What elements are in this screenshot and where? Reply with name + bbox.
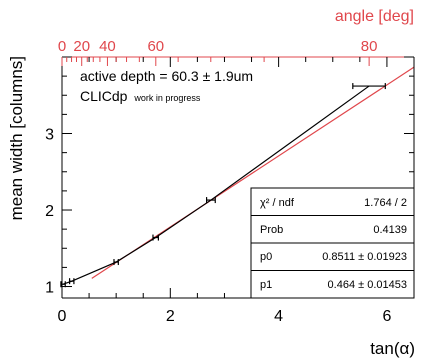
data-layer (60, 83, 386, 288)
data-point (68, 278, 75, 285)
y-tick-label: 2 (45, 203, 54, 220)
clicdp-label: CLICdp work in progress (80, 88, 201, 104)
fit-stats-box: χ² / ndf 1.764 / 2 Prob 0.4139 p0 0.8511… (250, 187, 415, 299)
chi2-value: 1.764 / 2 (364, 197, 407, 209)
data-point (152, 234, 159, 241)
work-in-progress-label: work in progress (133, 93, 201, 103)
y-axis-title: mean width [columns] (7, 56, 26, 220)
data-point (113, 259, 119, 266)
y-tick-label: 3 (45, 127, 54, 144)
top-axis-tick-label: 0 (58, 38, 66, 55)
x-tick-label: 6 (382, 308, 391, 325)
prob-value: 0.4139 (373, 224, 407, 236)
x-axis-title: tan(α) (370, 339, 415, 358)
data-point (205, 197, 216, 204)
p1-label: p1 (260, 279, 272, 291)
x-tick-label: 4 (274, 308, 283, 325)
chi2-label: χ² / ndf (260, 197, 295, 209)
top-axis-tick-label: 80 (361, 38, 378, 55)
x-tick-label: 2 (166, 308, 175, 325)
y-tick-label: 1 (45, 280, 54, 297)
p0-value: 0.8511 ± 0.01923 (322, 251, 407, 263)
x-tick-label: 0 (58, 308, 67, 325)
p1-value: 0.464 ± 0.01453 (328, 279, 407, 291)
top-axis-tick-label: 20 (73, 38, 90, 55)
data-point (352, 83, 386, 90)
top-axis-title: angle [deg] (335, 8, 414, 25)
active-depth-annotation: active depth = 60.3 ± 1.9um (80, 68, 253, 84)
p0-label: p0 (260, 251, 272, 263)
experiment-label: CLICdp (80, 88, 128, 104)
top-axis-tick-label: 40 (99, 38, 116, 55)
top-axis-tick-label: 60 (147, 38, 164, 55)
prob-label: Prob (260, 224, 283, 236)
